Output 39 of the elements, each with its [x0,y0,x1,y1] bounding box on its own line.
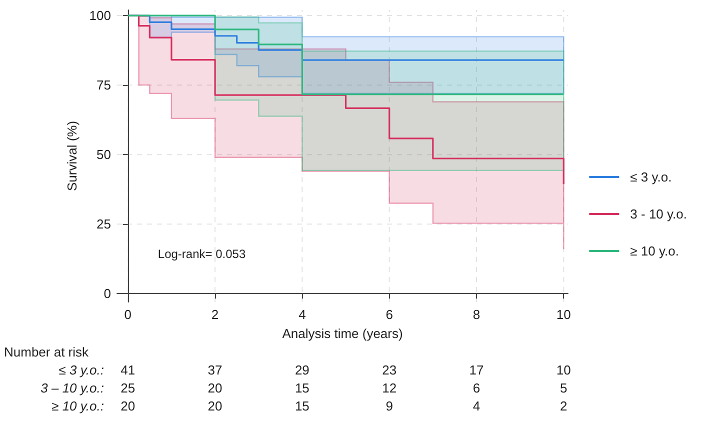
text: 20 [208,398,222,414]
x-tick-label: 8 [472,307,480,322]
y-tick-label: 100 [89,8,111,24]
text: ≤ 3 y.o.: [58,362,104,378]
y-tick-label: 25 [96,216,111,232]
text: 4 [472,398,480,414]
annotation: Log-rank= 0.053 [158,247,246,262]
text: ≥ 10 y.o.: [52,398,104,414]
text: Number at risk [4,344,90,360]
text: 37 [208,362,222,378]
y-tick-label: 0 [104,286,111,302]
x-tick-label: 0 [124,307,132,322]
text: 17 [469,362,484,378]
legend-label: 3 - 10 y.o. [630,206,687,222]
text: 15 [294,398,310,414]
text: 20 [120,398,136,414]
text: 25 [120,380,136,396]
text: 6 [472,380,480,396]
text: 29 [294,362,310,378]
text: 15 [294,380,310,396]
y-tick-label: 50 [96,147,111,162]
text: 23 [382,362,397,378]
y-axis-title: Survival (%) [64,120,80,192]
text: 3 – 10 y.o.: [40,380,104,396]
text: 9 [386,398,393,414]
text: 41 [120,362,136,378]
text: 10 [556,362,571,378]
x-tick-label: 6 [386,307,393,322]
legend-label: ≥ 10 y.o. [630,244,679,258]
text: 20 [208,380,222,396]
y-tick-label: 75 [96,78,111,93]
legend-label: ≤ 3 y.o. [630,170,672,184]
x-tick-label: 10 [556,307,571,322]
text: 2 [560,398,568,414]
x-axis-title: Analysis time (years) [282,326,403,341]
x-tick-label: 4 [298,307,306,322]
text: 5 [560,380,568,396]
text: 12 [382,380,397,396]
x-tick-label: 2 [211,307,219,322]
